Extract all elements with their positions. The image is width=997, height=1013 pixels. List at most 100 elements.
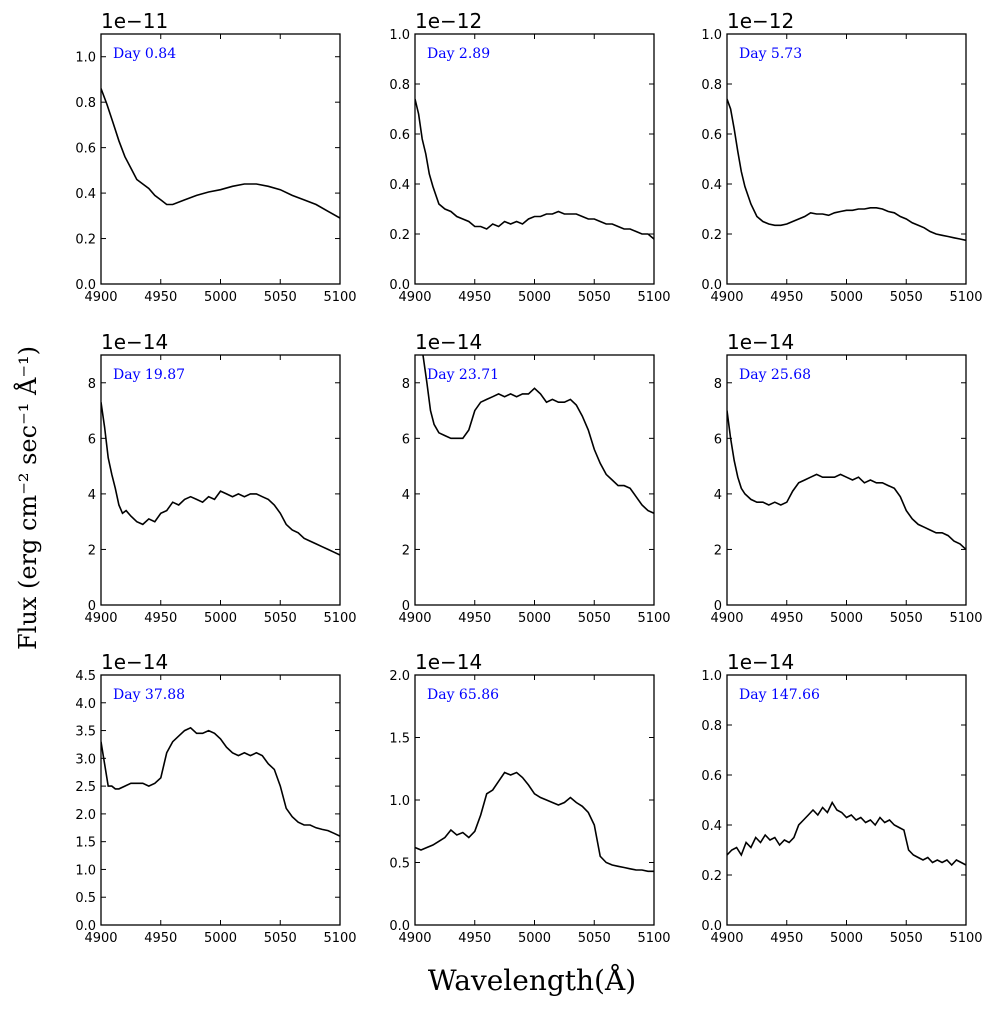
- x-tick-label: 4900: [398, 931, 431, 946]
- x-tick-label: 4950: [770, 290, 803, 305]
- y-tick-label: 2.0: [75, 808, 96, 823]
- x-tick-label: 4900: [398, 611, 431, 626]
- axes-frame: [100, 674, 341, 926]
- y-tick-label: 0.0: [389, 919, 410, 934]
- y-tick-label: 8: [402, 377, 410, 392]
- axes-frame: [100, 33, 341, 285]
- y-tick-label: 2: [88, 543, 96, 558]
- y-tick-label: 1.5: [75, 836, 96, 851]
- y-tick-label: 4: [714, 488, 722, 503]
- x-tick-label: 5100: [637, 611, 670, 626]
- x-tick-label: 5000: [830, 931, 863, 946]
- subplot-5: 4900 4950 5000 5050 5100 0 2 4 6 8 1e−14 Day 23.71: [398, 330, 670, 626]
- y-tick-label: 0: [714, 599, 722, 614]
- x-tick-label: 5000: [204, 931, 237, 946]
- y-tick-label: 0.4: [75, 187, 96, 202]
- y-tick-label: 4.0: [75, 697, 96, 712]
- y-tick-label: 0.0: [75, 278, 96, 293]
- x-tick-label: 4950: [144, 290, 177, 305]
- scale-exponent-label: 1e−14: [101, 650, 168, 674]
- y-tick-label: 1.0: [75, 51, 96, 66]
- axes-frame: [726, 354, 967, 606]
- x-tick-label: 5000: [518, 611, 551, 626]
- x-tick-label: 5100: [323, 611, 356, 626]
- y-tick-label: 0.4: [701, 178, 722, 193]
- x-tick-label: 4900: [84, 290, 117, 305]
- y-tick-label: 0.0: [701, 278, 722, 293]
- subplot-9: 4900 4950 5000 5050 5100 0.0 0.2 0.4 0.6 0.8 1.0 1e…: [701, 650, 982, 946]
- day-label: Day 2.89: [427, 46, 490, 62]
- axes-frame: [414, 354, 655, 606]
- scale-exponent-label: 1e−12: [727, 9, 794, 33]
- x-tick-label: 5050: [890, 290, 923, 305]
- x-tick-label: 5000: [518, 931, 551, 946]
- y-tick-label: 6: [88, 432, 96, 447]
- y-tick-label: 1.0: [389, 28, 410, 43]
- scale-exponent-label: 1e−11: [101, 9, 168, 33]
- y-tick-label: 0.8: [389, 78, 410, 93]
- x-tick-label: 5100: [949, 290, 982, 305]
- x-axis-label: Wavelength(Å): [428, 964, 636, 997]
- subplot-4: 4900 4950 5000 5050 5100 0 2 4 6 8 1e−14 Day 19.87: [84, 330, 356, 626]
- x-tick-label: 4950: [144, 611, 177, 626]
- spectrum-line: [727, 98, 966, 242]
- x-tick-label: 5050: [578, 611, 611, 626]
- scale-exponent-label: 1e−14: [727, 330, 794, 354]
- x-tick-label: 5000: [518, 290, 551, 305]
- axes-frame: [726, 674, 967, 926]
- axes-frame: [726, 33, 967, 285]
- y-tick-label: 0.0: [389, 278, 410, 293]
- y-tick-label: 0: [402, 599, 410, 614]
- x-tick-label: 5000: [830, 611, 863, 626]
- x-tick-label: 4950: [144, 931, 177, 946]
- x-tick-label: 5100: [949, 611, 982, 626]
- x-tick-label: 4900: [710, 611, 743, 626]
- y-tick-label: 6: [714, 432, 722, 447]
- y-tick-label: 0.2: [701, 228, 722, 243]
- x-tick-label: 5000: [204, 290, 237, 305]
- y-tick-label: 1.5: [389, 732, 410, 747]
- spectrum-line: [727, 800, 966, 867]
- day-label: Day 37.88: [113, 687, 185, 703]
- subplot-3: 4900 4950 5000 5050 5100 0.0 0.2 0.4 0.6 0.8 1.0 1e…: [701, 9, 982, 305]
- scale-exponent-label: 1e−14: [727, 650, 794, 674]
- y-tick-label: 4: [402, 488, 410, 503]
- y-tick-label: 0.2: [389, 228, 410, 243]
- y-tick-label: 0.6: [701, 128, 722, 143]
- y-tick-label: 6: [402, 432, 410, 447]
- y-tick-label: 0.5: [389, 857, 410, 872]
- y-tick-label: 1.0: [389, 794, 410, 809]
- subplot-7: 4900 4950 5000 5050 5100 0.0 0.5 1.0 1.5 2.0 2.5 3.…: [75, 650, 356, 946]
- x-tick-label: 5050: [890, 611, 923, 626]
- x-tick-label: 4900: [710, 931, 743, 946]
- x-tick-label: 5100: [637, 290, 670, 305]
- day-label: Day 5.73: [739, 46, 802, 62]
- x-tick-label: 5100: [323, 931, 356, 946]
- x-tick-label: 5050: [578, 931, 611, 946]
- y-tick-label: 2.5: [75, 780, 96, 795]
- x-tick-label: 5050: [264, 290, 297, 305]
- x-tick-label: 5100: [949, 931, 982, 946]
- spectrum-line: [415, 98, 654, 240]
- spectrum-line: [422, 355, 654, 515]
- y-tick-label: 0.8: [75, 96, 96, 111]
- subplot-1: 4900 4950 5000 5050 5100 0.0 0.2 0.4 0.6 0.8 1.0 1e…: [75, 9, 356, 305]
- y-tick-label: 0.6: [701, 769, 722, 784]
- scale-exponent-label: 1e−14: [415, 330, 482, 354]
- day-label: Day 19.87: [113, 367, 185, 383]
- y-tick-label: 0.8: [701, 78, 722, 93]
- y-tick-label: 0.0: [75, 919, 96, 934]
- y-axis-label: Flux (erg cm⁻² sec⁻¹ Å⁻¹): [13, 346, 42, 650]
- y-tick-label: 3.0: [75, 752, 96, 767]
- x-tick-label: 4900: [710, 290, 743, 305]
- axes-frame: [414, 674, 655, 926]
- x-tick-label: 5050: [264, 931, 297, 946]
- y-tick-label: 4.5: [75, 669, 96, 684]
- day-label: Day 25.68: [739, 367, 811, 383]
- day-label: Day 23.71: [427, 367, 499, 383]
- y-tick-label: 8: [88, 377, 96, 392]
- spectrum-line: [101, 88, 340, 219]
- y-tick-label: 0.0: [701, 919, 722, 934]
- y-tick-label: 3.5: [75, 725, 96, 740]
